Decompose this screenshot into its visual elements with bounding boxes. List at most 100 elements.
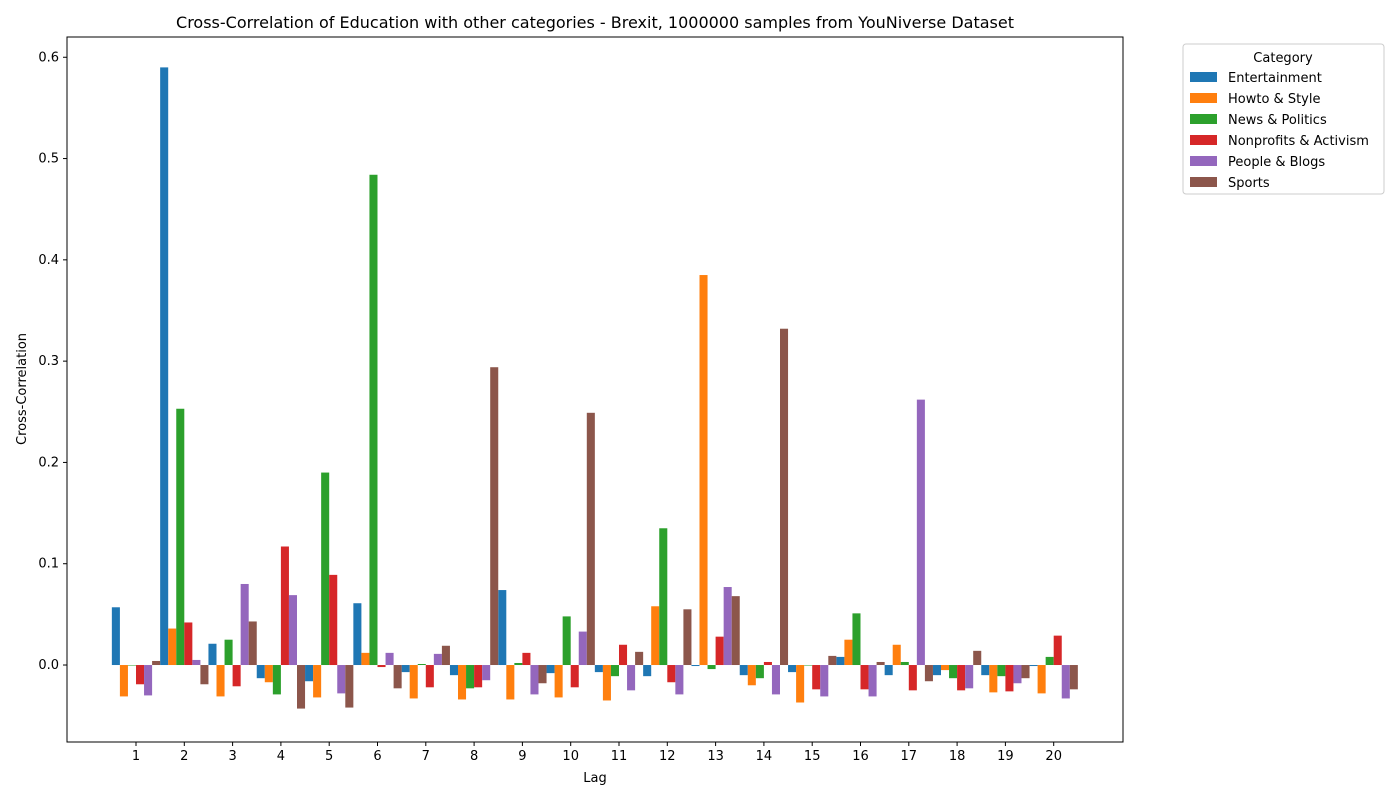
bar [1053,635,1062,666]
bar [256,665,265,679]
bar [643,665,652,677]
bar [586,412,595,666]
bar [755,665,764,679]
legend-swatch [1190,72,1217,82]
bar [1029,665,1038,667]
bar [297,665,306,709]
x-tick-label: 17 [901,749,918,764]
bar [981,665,990,676]
bar [771,665,780,695]
chart-title: Cross-Correlation of Education with othe… [176,13,1014,32]
legend-label: Sports [1228,176,1270,191]
bar [828,655,837,666]
bar [474,665,483,688]
bar [409,665,418,699]
y-tick-label: 0.0 [38,658,59,673]
bar [763,661,772,666]
y-tick-label: 0.1 [38,557,59,572]
bar [570,665,579,688]
bar [417,664,426,666]
legend-swatch [1190,156,1217,166]
x-tick-label: 4 [277,749,285,764]
bar [796,665,805,703]
bar [144,665,153,696]
bar [610,665,619,677]
bar [506,665,515,700]
bar [908,665,917,691]
bar [200,665,209,685]
y-tick-label: 0.4 [38,253,59,268]
bar [1005,665,1014,692]
bar [997,665,1006,677]
bar [127,665,136,666]
bar [441,645,450,666]
bar [973,650,982,666]
x-tick-label: 8 [470,749,478,764]
bar [458,665,467,700]
legend-swatch [1190,135,1217,145]
bar [812,665,821,690]
bar [844,639,853,666]
legend-swatch [1190,93,1217,103]
bar [393,665,402,689]
bar [788,665,797,673]
bar [232,665,241,687]
y-axis: 0.0 0.1 0.2 0.3 0.4 0.5 0.6 [38,50,67,673]
bar [900,661,909,666]
y-tick-label: 0.3 [38,354,59,369]
bar [176,408,185,666]
bar [490,367,499,666]
bar [313,665,322,698]
x-axis-label: Lag [583,771,606,786]
y-tick-label: 0.2 [38,455,59,470]
bar [876,661,885,666]
bar [860,665,869,690]
bar [602,665,611,701]
x-tick-label: 1 [132,749,140,764]
bar [192,659,201,666]
legend-label: News & Politics [1228,113,1327,128]
bar [715,636,724,666]
x-tick-label: 3 [228,749,236,764]
x-tick-label: 16 [852,749,869,764]
bar [916,399,925,666]
bar [747,665,756,686]
bar [924,665,933,682]
bar [272,665,281,695]
bar [337,665,346,694]
bar [723,587,732,666]
legend-label: Nonprofits & Activism [1228,134,1369,149]
x-tick-label: 19 [997,749,1014,764]
bar [401,665,410,673]
bar [731,596,740,666]
bar [498,590,507,666]
bar [578,631,587,666]
bar [1045,656,1054,666]
bar [836,656,845,666]
x-tick-label: 6 [373,749,381,764]
y-axis-label: Cross-Correlation [15,333,30,445]
bar [707,665,716,670]
x-tick-label: 20 [1045,749,1062,764]
bar [554,665,563,698]
bar [482,665,491,681]
bar [635,651,644,666]
legend: Category Entertainment Howto & Style News … [1182,43,1385,195]
y-tick-label: 0.6 [38,50,59,65]
bar [691,665,700,667]
x-tick-label: 11 [611,749,628,764]
bar [562,616,571,666]
bar [168,628,177,666]
bar [208,643,217,666]
bar [449,665,458,676]
legend-label: Howto & Style [1228,92,1320,107]
bar [699,275,708,666]
bar [675,665,684,695]
bar [1013,665,1022,684]
bars-layer [111,67,1078,709]
x-tick-label: 5 [325,749,333,764]
bar [820,665,829,697]
x-tick-label: 2 [180,749,188,764]
bar [361,652,370,666]
